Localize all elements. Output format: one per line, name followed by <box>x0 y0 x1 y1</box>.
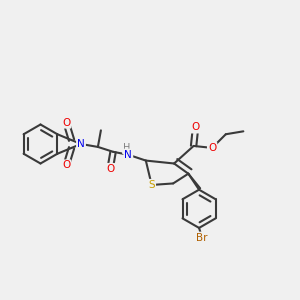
Text: O: O <box>191 122 200 132</box>
Text: H: H <box>123 143 130 153</box>
Text: O: O <box>62 118 70 128</box>
Text: N: N <box>124 150 132 160</box>
Text: O: O <box>208 143 216 153</box>
Text: O: O <box>106 164 114 174</box>
Text: Br: Br <box>196 233 208 243</box>
Text: S: S <box>148 180 155 190</box>
Text: N: N <box>77 139 85 149</box>
Text: O: O <box>62 160 70 170</box>
